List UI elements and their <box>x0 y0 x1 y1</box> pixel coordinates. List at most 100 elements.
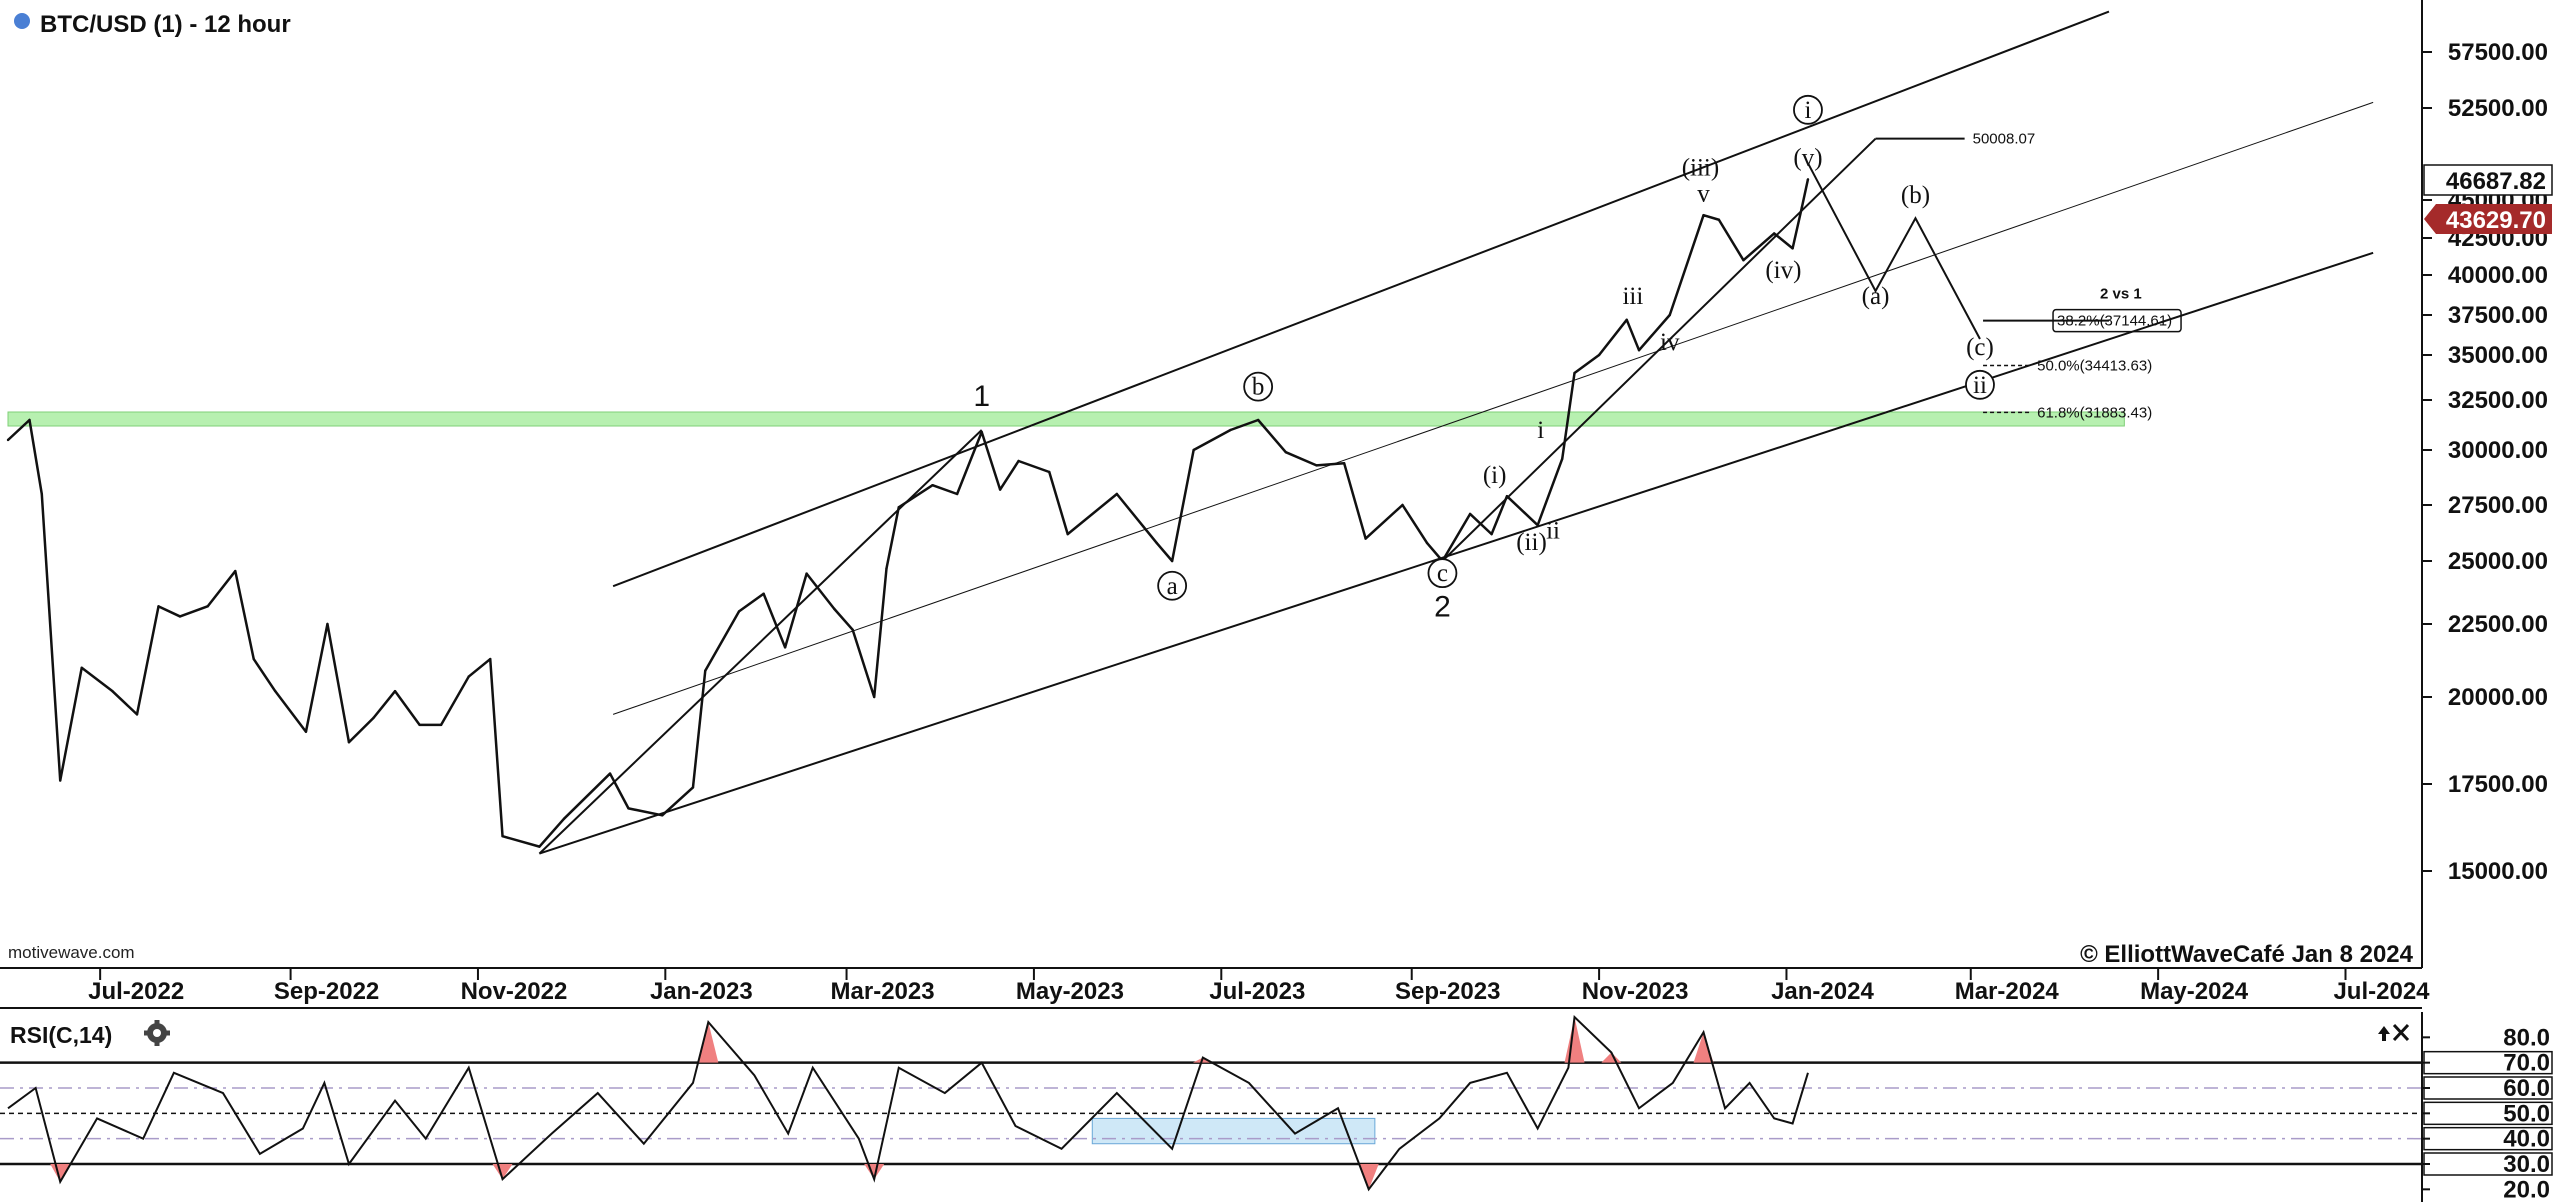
close-panel-icon[interactable] <box>2392 1023 2410 1042</box>
rsi-settings-gear-icon[interactable] <box>144 1020 170 1046</box>
price-point <box>1192 448 1195 452</box>
current-price-label: 43629.70 <box>2446 207 2546 234</box>
price-tick-label: 15000.00 <box>2448 858 2548 885</box>
price-point <box>28 418 31 422</box>
price-tick-label: 20000.00 <box>2448 684 2548 711</box>
rsi-oversold-fill <box>492 1164 513 1180</box>
price-point <box>1468 512 1472 516</box>
time-tick-label: Mar-2023 <box>831 978 935 1005</box>
price-point <box>111 689 114 693</box>
wave-label-v: v <box>1697 181 1710 208</box>
price-point <box>1229 428 1232 432</box>
time-tick-label: Jan-2024 <box>1771 978 1874 1005</box>
price-point <box>1573 371 1576 375</box>
price-point <box>1256 418 1260 422</box>
price-point <box>805 572 808 575</box>
price-tick-label: 32500.00 <box>2448 387 2548 414</box>
price-point <box>1717 218 1721 221</box>
wave-label-i: i <box>1537 417 1544 444</box>
rsi-series-line <box>7 1014 1809 1192</box>
motivewave-watermark: motivewave.com <box>8 943 135 962</box>
wave-label-(i): (i) <box>1483 462 1507 489</box>
channel-line-middle <box>612 101 2374 715</box>
wave-label-2: 2 <box>1434 590 1451 623</box>
last-price-label: 46687.82 <box>2446 168 2546 195</box>
price-point <box>1536 523 1539 527</box>
rsi-level-box <box>2423 1076 2553 1100</box>
wave-label-(ii): (ii) <box>1516 529 1547 556</box>
price-tick-label: 30000.00 <box>2448 437 2548 464</box>
rsi-tick-label: 30.0 <box>2503 1151 2550 1178</box>
wave-label-circle <box>1427 558 1458 589</box>
price-point <box>1425 541 1429 545</box>
time-tick-label: Sep-2023 <box>1395 978 1500 1005</box>
price-point <box>897 506 900 509</box>
rsi-tick-label: 40.0 <box>2503 1126 2550 1153</box>
wave-label-circle <box>1157 570 1188 601</box>
price-point <box>206 605 209 608</box>
price-tick-label: 17500.00 <box>2448 771 2548 798</box>
fib-382-box <box>2052 308 2182 333</box>
current-price-tag <box>2424 204 2552 234</box>
price-point <box>1505 495 1509 498</box>
price-point <box>783 646 787 649</box>
time-tick-label: Mar-2024 <box>1955 978 2060 1005</box>
price-point <box>501 835 504 838</box>
price-point <box>157 605 160 608</box>
time-tick-label: Sep-2022 <box>274 978 379 1005</box>
rsi-overbought-fill <box>1601 1052 1622 1063</box>
rsi-tick-label: 50.0 <box>2503 1100 2550 1127</box>
level-label-4: 61.8%(31883.43) <box>2037 404 2152 421</box>
wave-label-ii: ii <box>1973 372 1987 399</box>
time-tick-label: Jul-2022 <box>88 978 184 1005</box>
price-tick-label: 52500.00 <box>2448 95 2548 122</box>
price-point <box>562 817 566 820</box>
wave-label-a: a <box>1167 573 1178 600</box>
copyright-text: © ElliottWaveCafé Jan 8 2024 <box>2080 941 2414 968</box>
level-label-1: 50008.07 <box>1973 131 2036 148</box>
price-point <box>1115 492 1119 496</box>
price-point <box>304 730 308 733</box>
support-resistance-band <box>7 411 2125 427</box>
rsi-overbought-fill <box>698 1022 719 1063</box>
time-tick-label: May-2024 <box>2140 978 2249 1005</box>
level-label-2: 38.2%(37144.61) <box>2057 313 2172 330</box>
price-point <box>955 492 959 496</box>
price-point <box>762 592 765 595</box>
price-point <box>661 814 664 817</box>
time-tick-label: Jul-2024 <box>2333 978 2430 1005</box>
price-point <box>1668 313 1671 317</box>
price-point <box>393 689 397 693</box>
wave-label-b: b <box>1252 374 1265 401</box>
price-point <box>40 492 43 496</box>
rsi-tick-label: 20.0 <box>2503 1176 2550 1202</box>
price-point <box>274 689 277 693</box>
price-point <box>627 807 630 810</box>
price-point <box>1806 178 1810 181</box>
price-point <box>704 669 707 672</box>
rsi-tick-label: 60.0 <box>2503 1075 2550 1102</box>
price-point <box>872 695 876 699</box>
price-tick-label: 40000.00 <box>2448 262 2548 289</box>
move-up-arrow-icon[interactable] <box>2378 1026 2390 1041</box>
time-tick-label: May-2023 <box>1016 978 1124 1005</box>
price-point <box>80 666 83 669</box>
wave-label-iii: iii <box>1622 283 1643 310</box>
wave-label-circle <box>1793 94 1823 125</box>
price-point <box>439 723 443 727</box>
price-point <box>608 772 612 775</box>
price-point <box>737 610 741 613</box>
price-point <box>538 845 541 848</box>
price-point <box>1791 247 1794 250</box>
price-point <box>691 786 695 789</box>
rsi-oversold-fill <box>50 1164 71 1182</box>
price-point <box>178 615 182 618</box>
rsi-consolidation-box <box>1091 1117 1376 1145</box>
rsi-level-box <box>2423 1101 2553 1126</box>
wave-label-(iv): (iv) <box>1765 257 1801 284</box>
price-point <box>372 716 375 720</box>
time-tick-label: Jan-2023 <box>650 978 753 1005</box>
price-tick-label: 22500.00 <box>2448 611 2548 638</box>
price-point <box>1401 503 1404 507</box>
